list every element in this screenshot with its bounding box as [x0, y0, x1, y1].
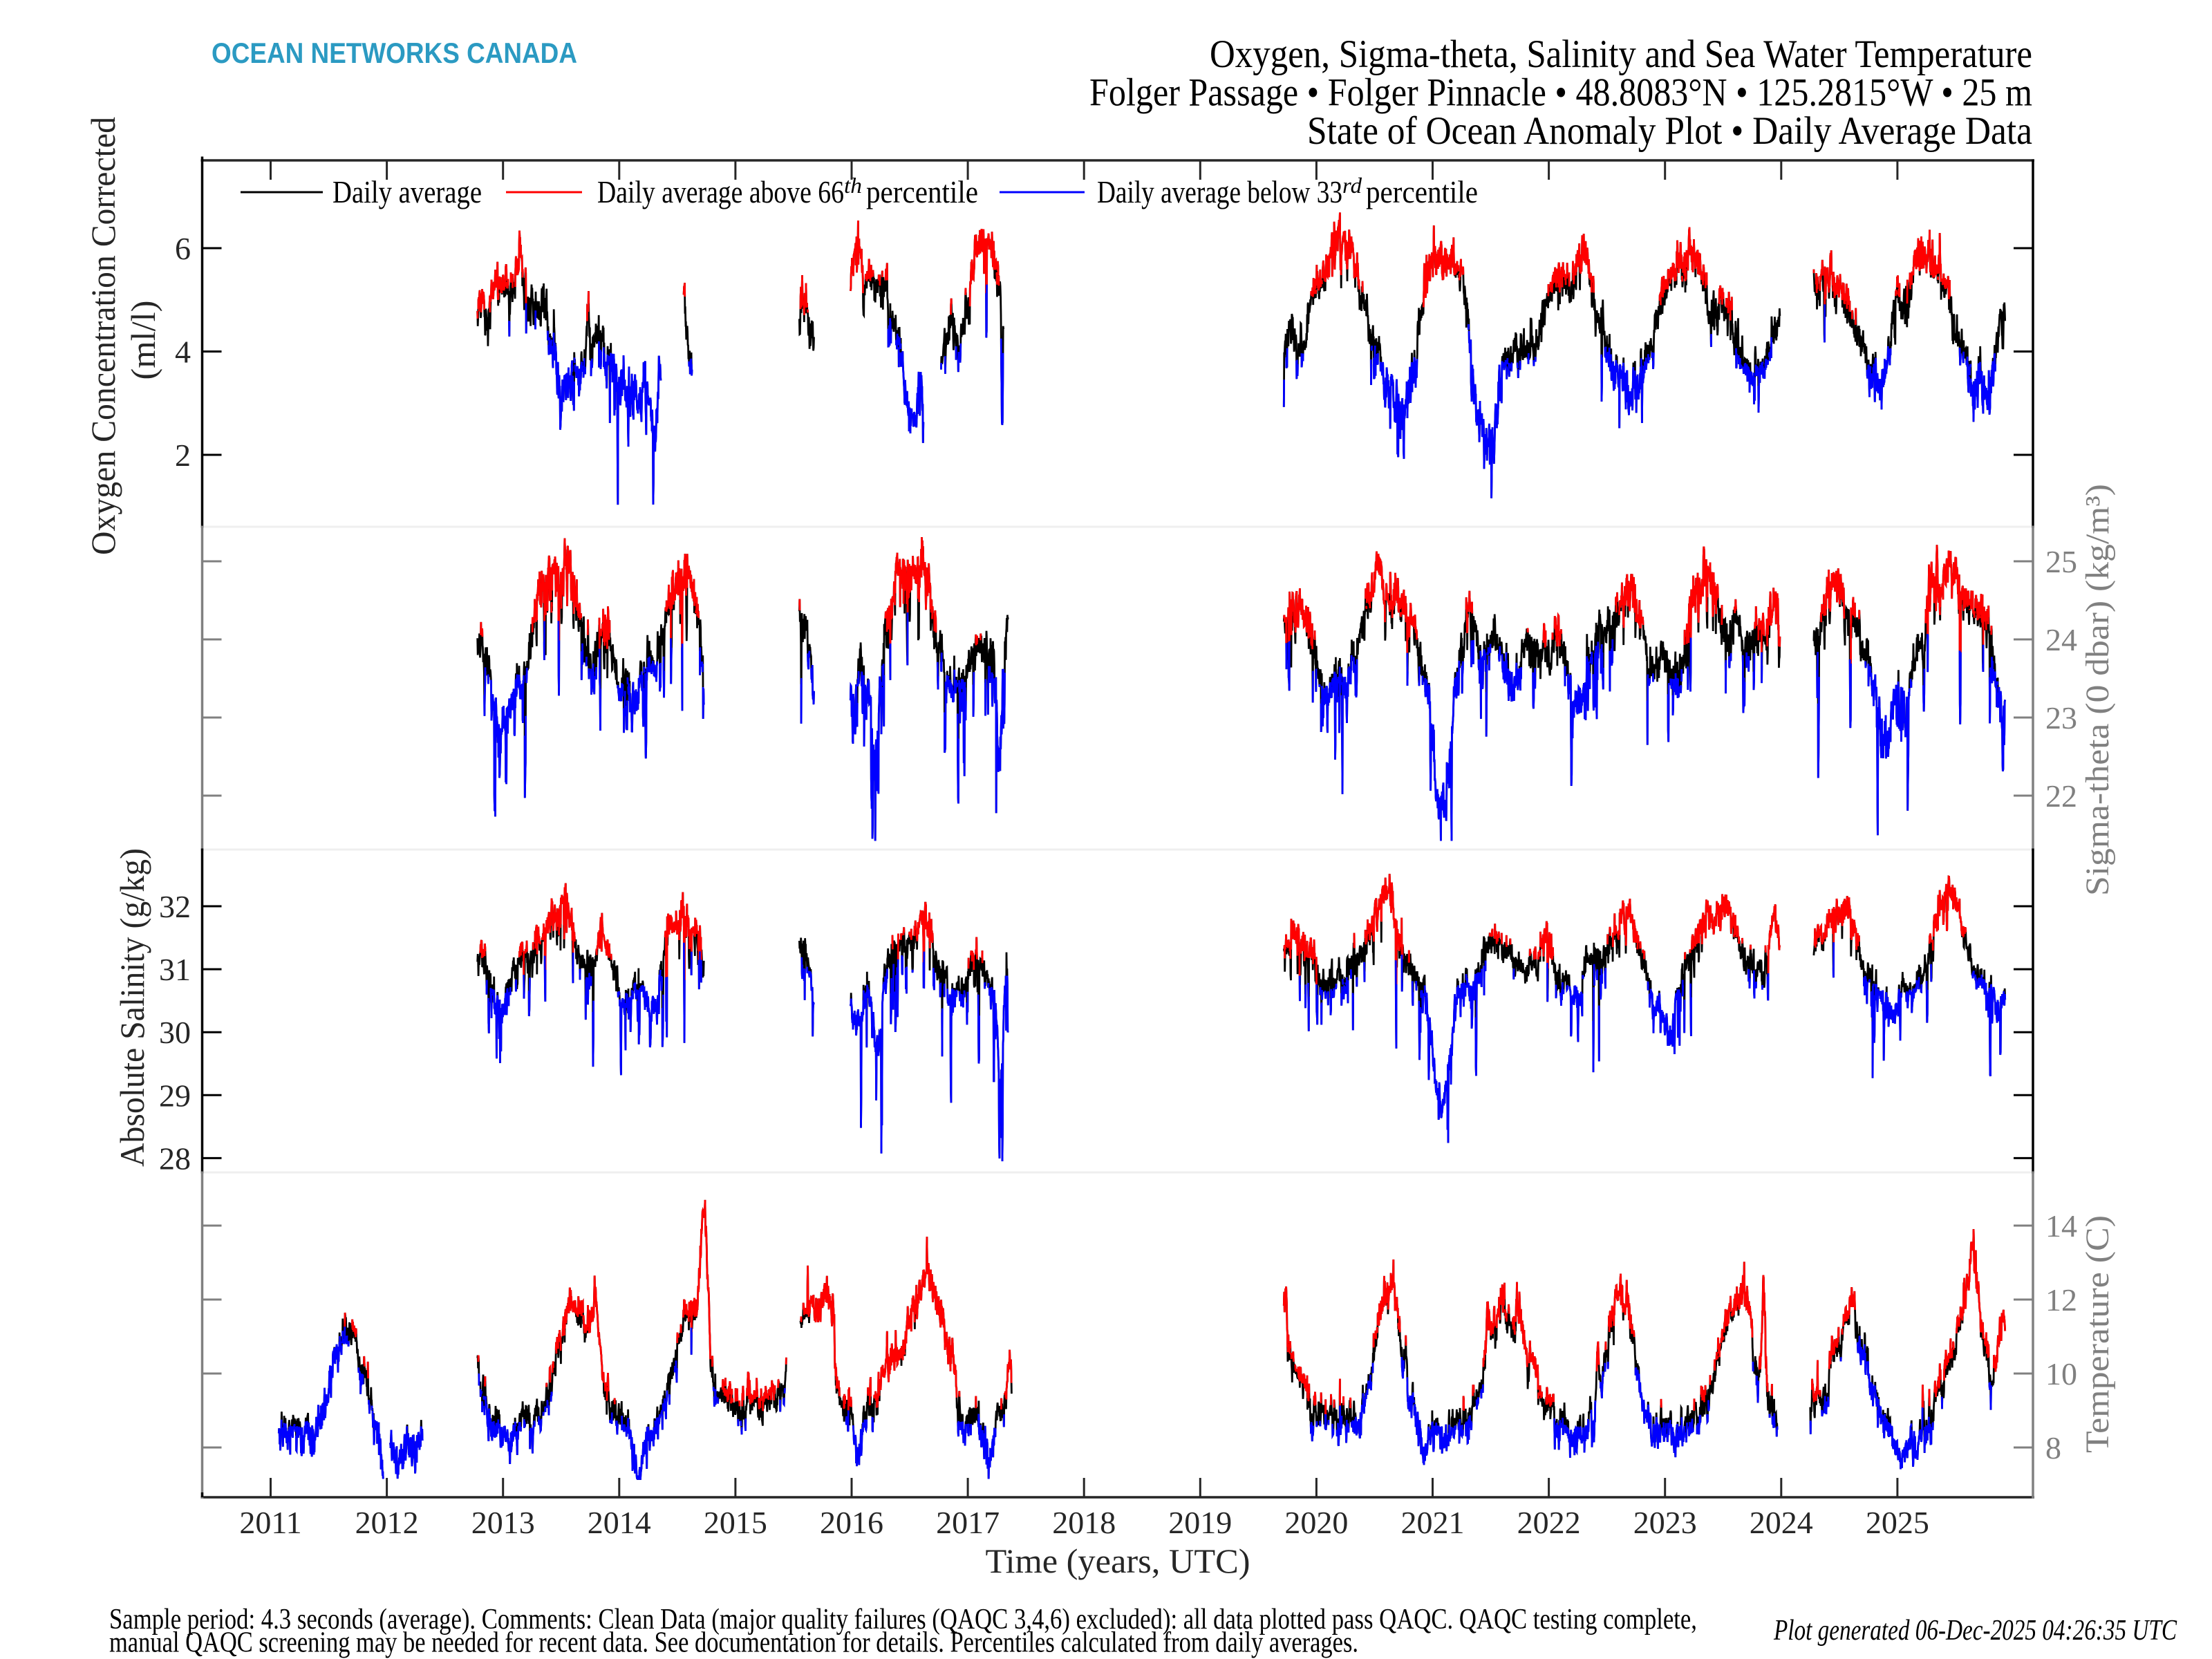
svg-text:Oxygen Concentration Corrected: Oxygen Concentration Corrected: [84, 117, 122, 555]
svg-text:rd: rd: [1342, 173, 1362, 198]
svg-text:25: 25: [2045, 544, 2077, 579]
svg-text:28: 28: [159, 1141, 191, 1176]
svg-text:4: 4: [175, 335, 191, 370]
svg-text:6: 6: [175, 231, 191, 266]
svg-text:(ml/l): (ml/l): [124, 301, 162, 380]
svg-text:24: 24: [2045, 622, 2077, 657]
svg-text:22: 22: [2045, 778, 2077, 814]
svg-text:2025: 2025: [1866, 1505, 1929, 1540]
svg-text:Absolute Salinity (g/kg): Absolute Salinity (g/kg): [113, 848, 151, 1167]
svg-text:32: 32: [159, 889, 191, 924]
svg-text:Sigma-theta (0 dbar) (kg/m³): Sigma-theta (0 dbar) (kg/m³): [2079, 484, 2116, 896]
svg-text:23: 23: [2045, 700, 2077, 735]
svg-text:2011: 2011: [239, 1505, 301, 1540]
svg-text:2020: 2020: [1284, 1505, 1348, 1540]
svg-text:percentile: percentile: [1366, 174, 1478, 209]
svg-text:12: 12: [2045, 1282, 2077, 1318]
svg-text:2021: 2021: [1401, 1505, 1465, 1540]
svg-text:2015: 2015: [704, 1505, 767, 1540]
svg-text:8: 8: [2045, 1430, 2061, 1465]
svg-text:2022: 2022: [1517, 1505, 1581, 1540]
svg-text:2017: 2017: [936, 1505, 1000, 1540]
svg-text:Oxygen, Sigma-theta, Salinity: Oxygen, Sigma-theta, Salinity and Sea Wa…: [1210, 32, 2032, 76]
svg-text:2024: 2024: [1750, 1505, 1813, 1540]
svg-text:2013: 2013: [471, 1505, 535, 1540]
svg-text:30: 30: [159, 1015, 191, 1050]
svg-text:2016: 2016: [820, 1505, 883, 1540]
svg-text:2014: 2014: [588, 1505, 651, 1540]
svg-text:2018: 2018: [1052, 1505, 1116, 1540]
svg-text:Sample period: 4.3 seconds (av: Sample period: 4.3 seconds (average). Co…: [109, 1604, 1697, 1635]
svg-text:2: 2: [175, 438, 191, 473]
svg-text:Daily average below 33: Daily average below 33: [1097, 174, 1342, 209]
svg-text:manual QAQC screening may be n: manual QAQC screening may be needed for …: [109, 1627, 1358, 1659]
svg-text:Plot generated 06-Dec-2025 04:: Plot generated 06-Dec-2025 04:26:35 UTC: [1773, 1615, 2177, 1647]
svg-text:Daily average above 66: Daily average above 66: [597, 174, 844, 209]
svg-text:10: 10: [2045, 1356, 2077, 1391]
svg-text:29: 29: [159, 1078, 191, 1113]
svg-text:2012: 2012: [355, 1505, 419, 1540]
svg-text:Temperature (C): Temperature (C): [2079, 1215, 2116, 1453]
svg-text:Folger Passage • Folger Pinnac: Folger Passage • Folger Pinnacle • 48.80…: [1089, 71, 2032, 115]
svg-text:State of Ocean Anomaly Plot •: State of Ocean Anomaly Plot • Daily Aver…: [1307, 109, 2032, 153]
svg-text:2019: 2019: [1168, 1505, 1232, 1540]
svg-text:th: th: [844, 173, 862, 198]
svg-text:percentile: percentile: [866, 174, 978, 209]
svg-text:Daily average: Daily average: [332, 174, 482, 209]
svg-text:OCEAN NETWORKS CANADA: OCEAN NETWORKS CANADA: [212, 37, 577, 69]
svg-text:31: 31: [159, 952, 191, 987]
svg-text:Time (years, UTC): Time (years, UTC): [986, 1541, 1250, 1580]
svg-text:2023: 2023: [1633, 1505, 1697, 1540]
svg-text:14: 14: [2045, 1208, 2077, 1244]
